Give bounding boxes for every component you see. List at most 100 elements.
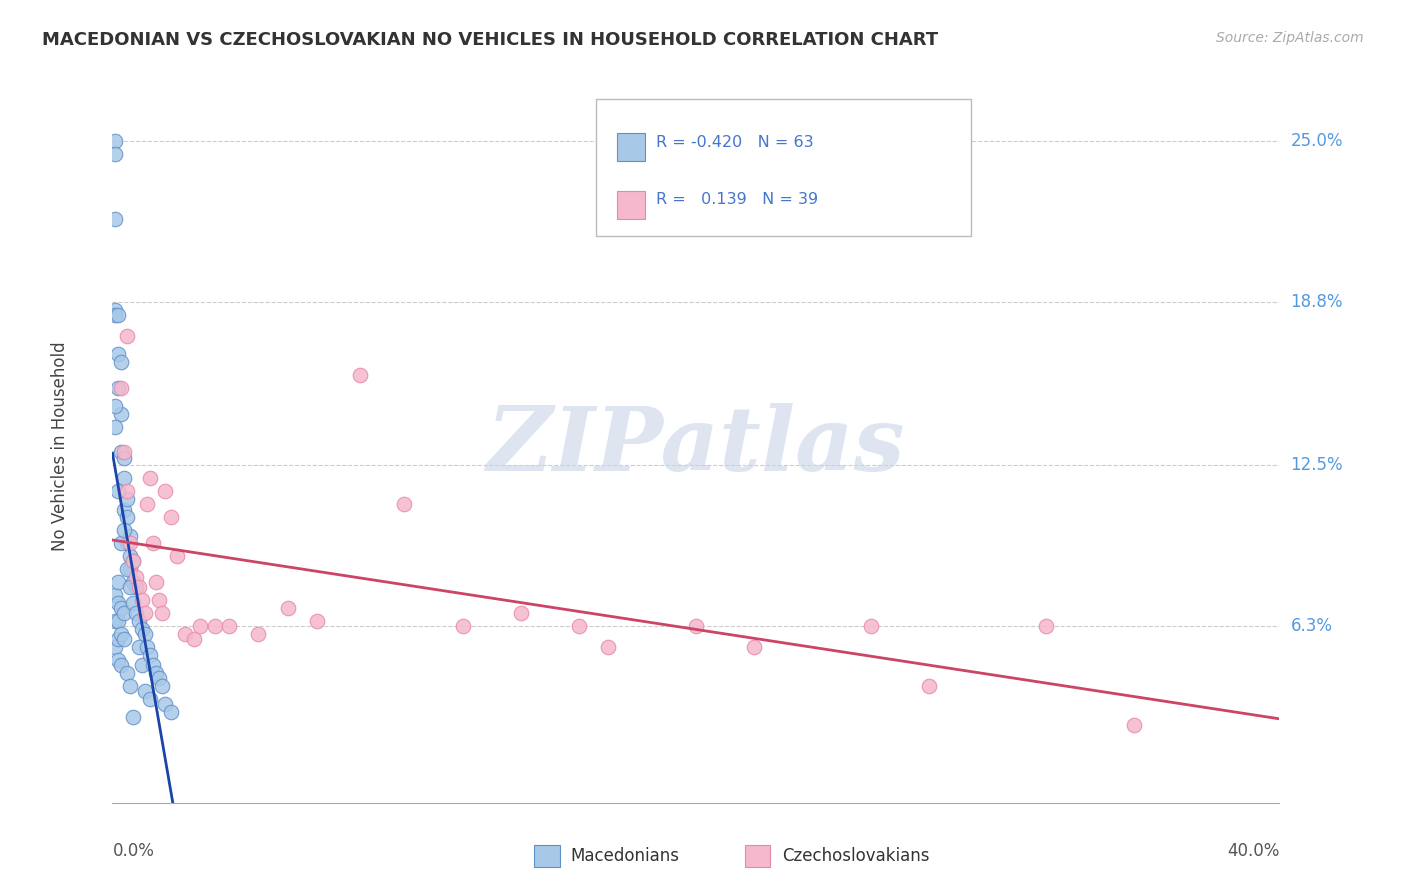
Point	[305, 614, 328, 628]
Point	[128, 581, 150, 595]
Point	[134, 627, 156, 641]
Point	[107, 653, 129, 667]
Point	[451, 619, 474, 633]
Point	[110, 407, 132, 421]
Point	[204, 619, 226, 633]
Point	[150, 607, 173, 621]
Point	[145, 575, 167, 590]
Text: ZIPatlas: ZIPatlas	[488, 403, 904, 489]
Point	[104, 640, 127, 654]
Point	[142, 658, 165, 673]
Point	[392, 497, 416, 511]
Text: R = -0.420   N = 63: R = -0.420 N = 63	[657, 135, 814, 150]
Point	[107, 308, 129, 322]
Point	[110, 445, 132, 459]
Point	[153, 484, 176, 499]
Point	[107, 614, 129, 628]
Point	[598, 640, 620, 654]
Point	[122, 710, 145, 724]
Point	[115, 666, 138, 681]
Point	[166, 549, 188, 564]
Point	[115, 510, 138, 524]
Point	[174, 627, 197, 641]
Point	[107, 381, 129, 395]
Point	[218, 619, 240, 633]
Point	[122, 554, 145, 568]
Point	[139, 471, 162, 485]
Point	[742, 640, 765, 654]
Point	[118, 528, 141, 542]
Point	[134, 607, 156, 621]
Point	[139, 692, 162, 706]
Point	[118, 581, 141, 595]
Point	[568, 619, 591, 633]
Point	[112, 524, 135, 538]
Point	[110, 601, 132, 615]
Point	[104, 147, 127, 161]
Point	[125, 581, 148, 595]
Text: R =   0.139   N = 39: R = 0.139 N = 39	[657, 193, 818, 207]
Point	[131, 658, 153, 673]
Point	[139, 648, 162, 662]
Point	[247, 627, 270, 641]
Text: Macedonians: Macedonians	[571, 847, 681, 865]
Point	[110, 381, 132, 395]
Point	[112, 445, 135, 459]
Text: 12.5%: 12.5%	[1291, 457, 1343, 475]
Point	[110, 627, 132, 641]
Point	[145, 666, 167, 681]
Point	[118, 679, 141, 693]
Point	[107, 632, 129, 647]
Text: Czechoslovakians: Czechoslovakians	[782, 847, 929, 865]
Point	[104, 419, 127, 434]
Point	[107, 596, 129, 610]
Point	[128, 614, 150, 628]
Point	[148, 593, 170, 607]
Point	[118, 549, 141, 564]
Point	[112, 450, 135, 465]
Point	[125, 570, 148, 584]
Point	[349, 368, 371, 382]
Point	[1035, 619, 1057, 633]
Point	[115, 328, 138, 343]
Point	[104, 308, 127, 322]
Point	[188, 619, 211, 633]
Point	[110, 536, 132, 550]
Point	[107, 484, 129, 499]
Point	[110, 354, 132, 368]
Text: No Vehicles in Household: No Vehicles in Household	[51, 341, 69, 551]
Point	[276, 601, 298, 615]
Point	[104, 211, 127, 226]
Point	[142, 536, 165, 550]
Text: Source: ZipAtlas.com: Source: ZipAtlas.com	[1216, 31, 1364, 45]
Point	[153, 697, 176, 711]
Text: 0.0%: 0.0%	[112, 842, 155, 860]
Point	[136, 640, 159, 654]
Point	[104, 588, 127, 602]
Point	[112, 607, 135, 621]
Point	[122, 575, 145, 590]
Point	[115, 484, 138, 499]
Text: 25.0%: 25.0%	[1291, 132, 1343, 150]
Text: 18.8%: 18.8%	[1291, 293, 1343, 311]
Point	[136, 497, 159, 511]
Point	[122, 554, 145, 568]
Point	[134, 684, 156, 698]
Point	[859, 619, 883, 633]
Text: 6.3%: 6.3%	[1291, 617, 1333, 635]
Text: 40.0%: 40.0%	[1227, 842, 1279, 860]
Point	[118, 536, 141, 550]
Point	[115, 492, 138, 507]
Point	[918, 679, 941, 693]
Point	[104, 134, 127, 148]
Point	[131, 593, 153, 607]
Point	[115, 562, 138, 576]
Point	[112, 502, 135, 516]
Point	[685, 619, 707, 633]
Point	[118, 562, 141, 576]
Point	[509, 607, 531, 621]
Point	[125, 607, 148, 621]
Point	[107, 347, 129, 361]
Point	[131, 622, 153, 636]
Point	[112, 471, 135, 485]
